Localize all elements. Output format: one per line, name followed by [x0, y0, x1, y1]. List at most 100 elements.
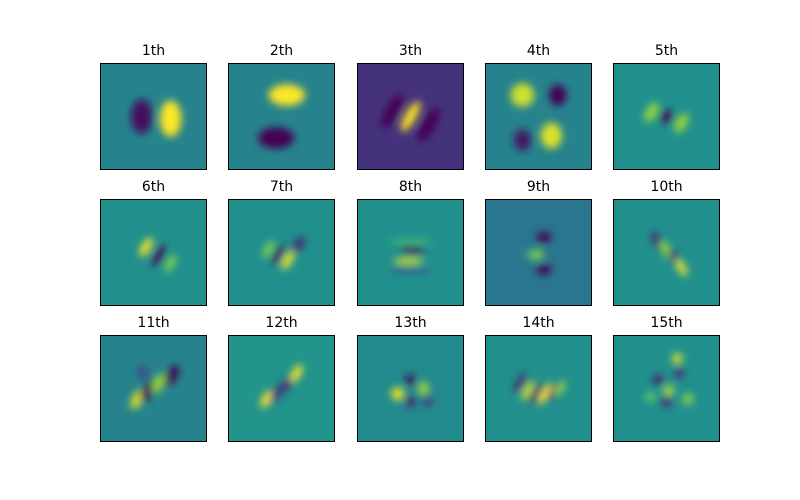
heatmap-background	[100, 63, 207, 170]
heatmap-blob	[660, 109, 673, 124]
heatmap-blob	[290, 364, 303, 383]
heatmap-blob	[417, 382, 429, 395]
panel-title: 8th	[399, 179, 422, 195]
heatmap-blob	[400, 101, 421, 132]
panel-13: 13th	[357, 315, 464, 442]
heatmap-blob	[652, 374, 664, 386]
panel-title: 2th	[270, 43, 293, 59]
panel-15: 15th	[613, 315, 720, 442]
panel-frame	[100, 335, 207, 442]
panel-title: 6th	[142, 179, 165, 195]
panel-title: 10th	[650, 179, 682, 195]
panel-14: 14th	[485, 315, 592, 442]
heatmap-blob	[521, 381, 535, 401]
heatmap-blob	[268, 84, 306, 106]
panel-frame	[100, 199, 207, 306]
heatmap-blob	[131, 99, 153, 134]
panel-2: 2th	[228, 43, 335, 170]
heatmap-blob	[159, 100, 182, 137]
panel-title: 14th	[522, 315, 554, 331]
panel-title: 11th	[137, 315, 169, 331]
panel-frame	[357, 199, 464, 306]
panel-title: 13th	[394, 315, 426, 331]
panel-frame	[228, 335, 335, 442]
heatmap-blob	[528, 249, 544, 260]
heatmap-blob	[399, 247, 426, 254]
heatmap-blob	[523, 250, 533, 259]
panel-frame	[100, 63, 207, 170]
heatmap-blob	[422, 395, 433, 407]
heatmap-blob	[673, 368, 685, 379]
panel-title: 12th	[265, 315, 297, 331]
heatmap-blob	[540, 122, 563, 149]
heatmap-blob	[513, 129, 532, 151]
heatmap-blob	[271, 245, 285, 265]
heatmap-blob	[675, 258, 688, 277]
panel-12: 12th	[228, 315, 335, 442]
heatmap-blob	[536, 232, 552, 243]
panel-frame	[613, 63, 720, 170]
panel-frame	[228, 63, 335, 170]
panel-frame	[485, 199, 592, 306]
panel-title: 15th	[650, 315, 682, 331]
heatmap-blob	[682, 393, 694, 405]
panel-8: 8th	[357, 179, 464, 306]
heatmap-blob	[140, 379, 157, 403]
panel-1: 1th	[100, 43, 207, 170]
heatmap-blob	[151, 373, 166, 393]
heatmap-blob	[549, 84, 567, 106]
heatmap-blob	[281, 250, 295, 270]
heatmap-blob	[645, 391, 656, 403]
heatmap-blob	[554, 380, 566, 397]
heatmap-background	[228, 63, 335, 170]
heatmap-blob	[151, 245, 166, 267]
heatmap-blob	[644, 102, 659, 122]
heatmap-background	[357, 335, 464, 442]
panel-5: 5th	[613, 43, 720, 170]
heatmap-blob	[405, 374, 416, 386]
heatmap-blob	[671, 353, 683, 364]
panel-frame	[613, 199, 720, 306]
panel-title: 4th	[527, 43, 550, 59]
heatmap-blob	[270, 385, 283, 403]
heatmap-blob	[292, 236, 305, 254]
panel-frame	[485, 63, 592, 170]
panel-frame	[357, 335, 464, 442]
heatmap-blob	[381, 94, 404, 129]
heatmap-blob	[661, 395, 672, 407]
heatmap-blob	[405, 395, 416, 407]
heatmap-blob	[389, 268, 432, 274]
heatmap-blob	[514, 373, 527, 393]
panel-3: 3th	[357, 43, 464, 170]
panel-frame	[485, 335, 592, 442]
panel-10: 10th	[613, 179, 720, 306]
panel-9: 9th	[485, 179, 592, 306]
panel-title: 5th	[655, 43, 678, 59]
heatmap-blob	[536, 264, 552, 275]
heatmap-background	[100, 199, 207, 306]
heatmap-blob	[510, 83, 535, 107]
heatmap-blob	[529, 383, 544, 405]
heatmap-blob	[393, 257, 424, 265]
panel-7: 7th	[228, 179, 335, 306]
heatmap-blob	[417, 108, 440, 143]
heatmap-blob	[262, 240, 275, 258]
panel-4: 4th	[485, 43, 592, 170]
heatmap-blob	[136, 366, 150, 379]
heatmap-blob	[164, 365, 180, 387]
heatmap-blob	[164, 254, 177, 272]
heatmap-blob	[674, 113, 689, 133]
panel-title: 7th	[270, 179, 293, 195]
panel-frame	[228, 199, 335, 306]
heatmap-blob	[389, 239, 432, 245]
panel-frame	[357, 63, 464, 170]
heatmap-blob	[260, 390, 273, 408]
heatmap-background	[485, 63, 592, 170]
panel-title: 3th	[399, 43, 422, 59]
panel-6: 6th	[100, 179, 207, 306]
heatmap-blob	[538, 383, 552, 405]
panel-title: 1th	[142, 43, 165, 59]
heatmap-blob	[663, 385, 674, 396]
